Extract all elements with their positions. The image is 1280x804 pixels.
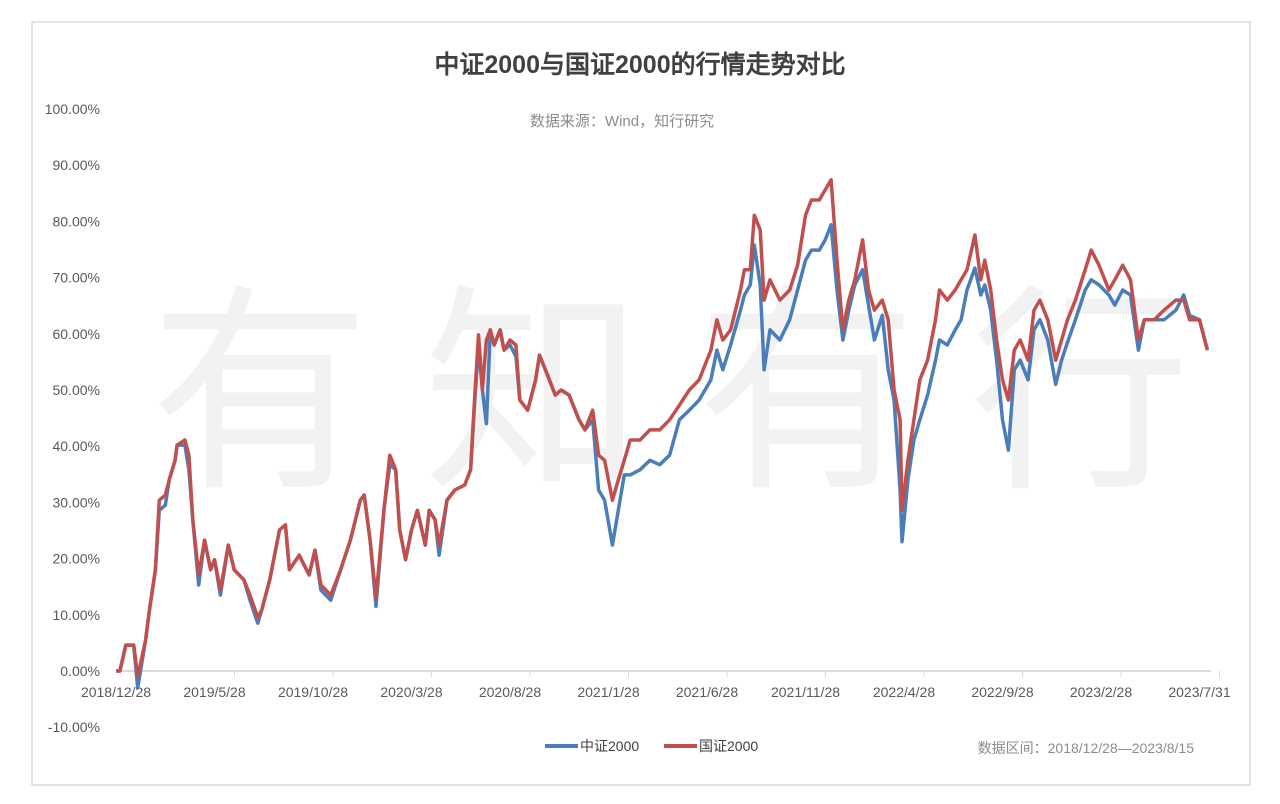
y-tick-label: 50.00%	[53, 382, 100, 398]
legend-label-zz2000: 中证2000	[580, 738, 639, 754]
x-tick-label: 2022/4/28	[873, 684, 935, 700]
chart-frame	[31, 21, 1251, 786]
y-tick-label: 40.00%	[53, 438, 100, 454]
y-tick-label: 30.00%	[53, 494, 100, 510]
footnote-date-range: 数据区间：2018/12/28—2023/8/15	[978, 740, 1195, 756]
x-tick-label: 2021/1/28	[577, 684, 639, 700]
y-tick-label: 0.00%	[60, 663, 100, 679]
x-tick-label: 2023/2/28	[1070, 684, 1132, 700]
chart-subtitle: 数据来源：Wind，知行研究	[530, 113, 714, 130]
x-tick-label: 2018/12/28	[81, 684, 151, 700]
y-tick-label: 80.00%	[53, 213, 100, 229]
x-tick-label: 2023/7/31	[1168, 684, 1230, 700]
x-tick-label: 2022/9/28	[971, 684, 1033, 700]
x-tick-label: 2020/8/28	[479, 684, 541, 700]
x-tick-label: 2019/10/28	[278, 684, 348, 700]
chart-title: 中证2000与国证2000的行情走势对比	[434, 50, 845, 79]
x-tick-label: 2021/11/28	[771, 684, 840, 700]
watermark: 有知有行	[150, 266, 1190, 522]
y-tick-label: 100.00%	[45, 101, 100, 117]
legend-label-gz2000: 国证2000	[699, 738, 758, 754]
y-tick-label: 20.00%	[53, 551, 100, 567]
y-tick-label: 10.00%	[53, 607, 100, 623]
legend: 中证2000 国证2000	[545, 738, 758, 754]
x-tick-label: 2020/3/28	[380, 684, 442, 700]
x-axis: 2018/12/28 2019/5/28 2019/10/28 2020/3/28 20…	[81, 670, 1231, 700]
y-tick-label: 90.00%	[53, 157, 100, 173]
y-tick-label: -10.00%	[48, 719, 100, 735]
series-line-gz2000	[116, 178, 1210, 679]
y-tick-label: 60.00%	[53, 326, 100, 342]
y-tick-label: 70.00%	[53, 270, 100, 286]
y-axis: -10.00% 0.00% 10.00% 20.00% 30.00% 40.00% 50.0…	[45, 101, 100, 735]
x-tick-label: 2021/6/28	[676, 684, 738, 700]
series-lines	[116, 178, 1210, 690]
x-tick-label: 2019/5/28	[183, 684, 245, 700]
